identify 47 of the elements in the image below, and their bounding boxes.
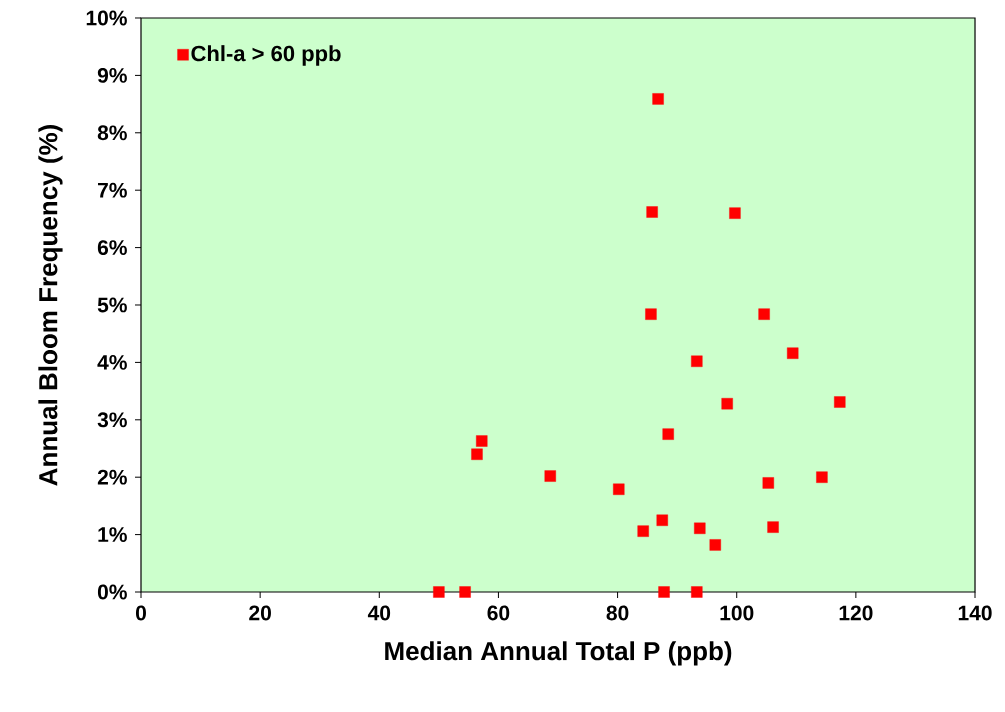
point <box>691 355 703 367</box>
x-tick-label: 140 <box>958 605 992 621</box>
point <box>613 483 625 495</box>
point <box>433 586 445 598</box>
y-axis-title: Annual Bloom Frequency (%) <box>38 125 63 486</box>
point <box>471 448 483 460</box>
point <box>646 206 658 218</box>
point <box>459 586 471 598</box>
point <box>656 514 668 526</box>
point <box>834 396 846 408</box>
x-tick-label: 60 <box>487 605 510 621</box>
point <box>658 586 670 598</box>
y-tick-label: 9% <box>97 67 127 83</box>
x-tick-label: 40 <box>367 605 391 621</box>
point <box>637 525 649 537</box>
point <box>709 539 721 551</box>
point <box>476 435 488 447</box>
point <box>787 347 799 359</box>
point <box>662 428 674 440</box>
x-axis-title: Median Annual Total P (ppb) <box>385 641 732 666</box>
x-tick-label: 80 <box>606 605 629 621</box>
point <box>758 308 770 320</box>
y-tick-label: 10% <box>86 10 127 26</box>
point <box>816 471 828 483</box>
y-tick-label: 0% <box>97 584 127 600</box>
y-tick-label: 8% <box>97 125 127 141</box>
point <box>729 207 741 219</box>
y-tick-label: 1% <box>98 527 127 542</box>
point <box>645 308 657 320</box>
y-tick-label: 3% <box>97 412 127 428</box>
point <box>652 93 664 105</box>
x-tick-label: 120 <box>839 605 873 621</box>
point <box>691 586 703 598</box>
point <box>544 470 556 482</box>
y-tick-label: 2% <box>97 469 127 485</box>
y-tick-label: 4% <box>97 355 127 370</box>
point <box>694 522 706 534</box>
point <box>767 521 779 533</box>
x-tick-label: 20 <box>249 605 271 621</box>
x-tick-label: 0 <box>135 605 146 621</box>
x-tick-label: 100 <box>720 605 754 621</box>
y-tick-label: 5% <box>97 297 127 313</box>
y-tick-label: 7% <box>98 182 127 198</box>
point <box>721 398 733 410</box>
point <box>762 477 774 489</box>
legend-label: Chl-a > 60 ppb <box>191 45 341 66</box>
y-tick-label: 6% <box>97 240 127 256</box>
